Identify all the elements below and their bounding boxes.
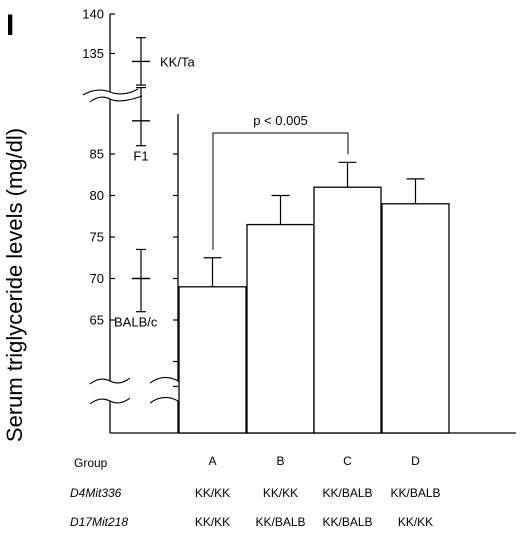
y-tick-label: 65 (90, 313, 104, 328)
genotype-cell: KK/KK (263, 486, 298, 500)
lower-break-top (89, 377, 131, 385)
y-tick-label: 80 (90, 188, 104, 203)
bar-D (381, 203, 450, 434)
genotype-cell: KK/KK (398, 515, 433, 529)
genotype-table: Group A B C D D4Mit336 KK/KK KK/KK KK/BALB KK/BA… (70, 454, 441, 529)
reference-label: BALB/c (114, 315, 158, 330)
bar-A (178, 286, 247, 434)
y-ticks: 135 140 65 70 75 80 85 (82, 7, 178, 387)
p-value-label: p < 0.005 (253, 113, 308, 128)
bars (178, 161, 450, 434)
lower-break-bottom (89, 397, 131, 405)
genotype-cell: KK/BALB (322, 515, 372, 529)
x-tick-label: C (343, 454, 352, 468)
bar-B (246, 223, 315, 434)
upper-break-top (82, 88, 139, 96)
reference-label: F1 (133, 149, 148, 164)
reference-label: KK/Ta (160, 54, 195, 69)
genotype-cell: KK/BALB (390, 486, 440, 500)
genotype-cell: KK/BALB (322, 486, 372, 500)
group-label: Group (74, 456, 108, 470)
genotype-cell: KK/BALB (255, 515, 305, 529)
y-tick-label: 135 (82, 46, 104, 61)
panel-label: I (6, 9, 14, 42)
upper-break-bottom (89, 95, 143, 103)
bar-C (313, 186, 382, 434)
significance-annotation: p < 0.005 (212, 113, 349, 250)
marker-label: D4Mit336 (70, 486, 122, 500)
y-tick-label: 70 (90, 271, 104, 286)
y-tick-label: 85 (90, 147, 104, 162)
reference-strains: KK/Ta F1 BALB/c (114, 37, 195, 330)
y-tick-label: 75 (90, 230, 104, 245)
significance-bracket (212, 132, 349, 250)
x-tick-label: B (276, 454, 284, 468)
x-tick-label: D (411, 454, 420, 468)
x-tick-label: A (208, 454, 216, 468)
genotype-cell: KK/KK (195, 515, 230, 529)
y-tick-label: 140 (82, 7, 104, 22)
marker-label: D17Mit218 (70, 515, 128, 529)
genotype-cell: KK/KK (195, 486, 230, 500)
y-axis-label: Serum triglyceride levels (mg/dl) (2, 128, 27, 442)
